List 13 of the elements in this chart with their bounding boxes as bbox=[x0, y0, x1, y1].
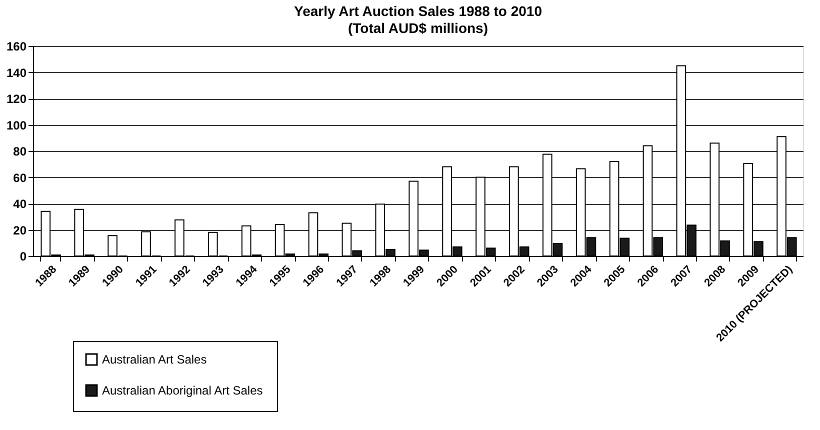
y-tick-label: 40 bbox=[13, 197, 27, 211]
y-tick-label: 160 bbox=[6, 40, 27, 54]
y-tick-label: 60 bbox=[13, 170, 27, 185]
y-tick-label: 80 bbox=[13, 144, 27, 158]
y-tick-label: 20 bbox=[13, 223, 27, 238]
legend-label: Australian Art Sales bbox=[102, 352, 207, 366]
legend-label: Australian Aboriginal Art Sales bbox=[102, 384, 263, 398]
chart-title: Yearly Art Auction Sales 1988 to 2010 bbox=[294, 3, 542, 19]
y-tick-label: 100 bbox=[6, 118, 27, 132]
y-tick-label: 0 bbox=[20, 250, 27, 264]
chart-subtitle: (Total AUD$ millions) bbox=[348, 20, 488, 36]
y-tick-label: 120 bbox=[6, 92, 27, 106]
y-tick-label: 140 bbox=[6, 66, 27, 80]
